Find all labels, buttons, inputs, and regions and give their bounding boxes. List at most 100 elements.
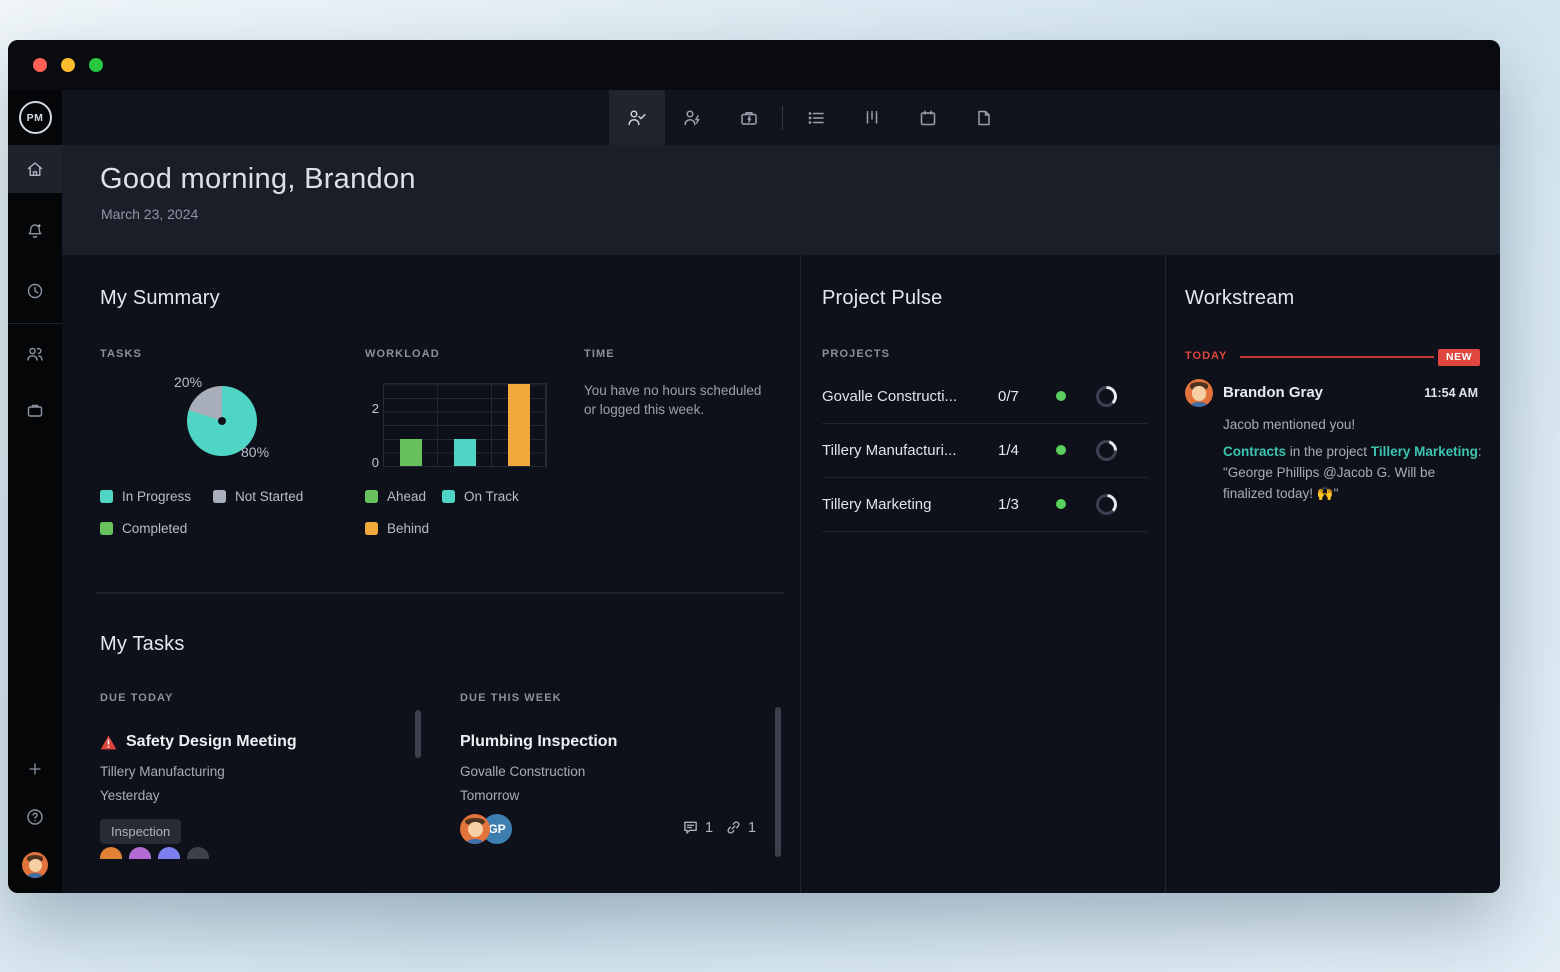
workstream-author-avatar [1185,379,1213,407]
sidebar-item-portfolio[interactable] [8,386,62,434]
legend-label: In Progress [122,489,192,504]
person-bolt-icon [684,109,700,125]
task-assignee-avatars-overflow [100,847,220,859]
legend-in-progress: In Progress [100,489,191,504]
minimize-window-button[interactable] [61,58,75,72]
comment-count: 1 [705,819,714,836]
briefcase-icon [27,404,43,417]
tab-my-work[interactable] [609,90,665,145]
task-due-date: Tomorrow [460,788,520,803]
project-status-dot [1056,391,1066,401]
app-window: PM [8,40,1500,893]
workstream-mention: Jacob mentioned you! [1223,417,1356,432]
tab-portfolio[interactable] [721,90,777,145]
workload-bar [508,384,530,466]
project-progress: 1/4 [998,442,1019,459]
sidebar-nav [8,145,62,893]
legend-chip [100,490,113,503]
avatar [187,847,209,859]
zoom-window-button[interactable] [89,58,103,72]
sidebar-item-home[interactable] [8,145,62,193]
row-divider [822,423,1148,424]
column-divider [1165,255,1166,893]
tasks-label: TASKS [100,348,142,360]
task-title: Plumbing Inspection [460,733,618,750]
sidebar-item-notifications[interactable] [8,207,62,255]
plus-icon [29,763,41,775]
link-count: 1 [748,819,757,836]
sidebar-divider [8,323,62,324]
project-status-dot [1056,445,1066,455]
user-avatar [22,852,48,878]
users-icon [27,347,43,361]
section-divider [95,592,785,594]
workstream-message: Contracts in the project Tillery Marketi… [1223,441,1483,504]
legend-completed: Completed [100,521,187,536]
workload-bar [454,438,476,466]
task-links[interactable]: 1 [725,819,756,836]
task-card-safety-design[interactable]: Safety Design Meeting [100,733,297,751]
project-progress: 1/3 [998,496,1019,513]
task-project: Tillery Manufacturing [100,764,225,779]
projects-label: PROJECTS [822,348,891,360]
row-divider [822,531,1148,532]
tab-team[interactable] [665,90,721,145]
legend-ahead: Ahead [365,489,426,504]
project-link[interactable]: Tillery Marketing [1370,444,1478,459]
legend-chip [100,522,113,535]
due-this-week-label: DUE THIS WEEK [460,692,562,704]
help-icon [27,809,43,825]
workstream-timestamp: 11:54 AM [1424,386,1478,400]
tab-list[interactable] [788,90,844,145]
time-message: You have no hours scheduled or logged th… [584,383,762,417]
task-due-date: Yesterday [100,788,160,803]
toolbar-divider [782,105,783,130]
task-title: Safety Design Meeting [126,733,297,750]
new-badge: NEW [1438,349,1480,366]
progress-ring [1096,494,1117,515]
sidebar-item-time[interactable] [8,267,62,315]
legend-on-track: On Track [442,489,519,504]
message-text: in the project [1286,444,1371,459]
sidebar-profile-avatar[interactable] [8,841,62,889]
page-header: Good morning, Brandon March 23, 2024 [62,145,1500,255]
project-row-govalle[interactable]: Govalle Constructi... [822,388,958,405]
dashboard-content: My Summary TASKS WORKLOAD TIME 20% 80% 2… [62,255,1500,893]
document-icon [978,110,990,125]
summary-title: My Summary [100,287,220,309]
task-project: Govalle Construction [460,764,586,779]
legend-label: Ahead [387,489,427,504]
today-label: TODAY [1185,350,1228,362]
scrollbar-thumb[interactable] [415,710,421,758]
scrollbar-thumb[interactable] [775,707,781,857]
pie-center-dot [218,417,226,425]
workstream-title: Workstream [1185,287,1295,309]
task-assignees: GP [460,813,513,845]
window-titlebar [8,40,1500,90]
avatar [158,847,180,859]
workload-label: WORKLOAD [365,348,440,360]
page-date: March 23, 2024 [101,206,199,222]
warning-icon [100,735,117,749]
app-logo[interactable]: PM [8,90,62,145]
task-comments[interactable]: 1 [682,819,713,836]
task-card-plumbing-inspection[interactable]: Plumbing Inspection [460,733,617,751]
sidebar-add-button[interactable] [8,745,62,793]
task-link[interactable]: Contracts [1223,444,1287,459]
tab-calendar[interactable] [900,90,956,145]
sidebar-item-team[interactable] [8,330,62,378]
clock-icon [27,283,43,299]
close-window-button[interactable] [33,58,47,72]
message-text: " [1333,486,1339,501]
project-row-tillery-mfg[interactable]: Tillery Manufacturi... [822,442,957,459]
tab-workload-view[interactable] [844,90,900,145]
legend-chip [213,490,226,503]
legend-label: On Track [464,489,519,504]
app-toolbar: PM [8,90,1500,146]
avatar [129,847,151,859]
legend-label: Not Started [235,489,304,504]
tab-documents[interactable] [956,90,1012,145]
sidebar-help-button[interactable] [8,793,62,841]
project-row-tillery-marketing[interactable]: Tillery Marketing [822,496,932,513]
